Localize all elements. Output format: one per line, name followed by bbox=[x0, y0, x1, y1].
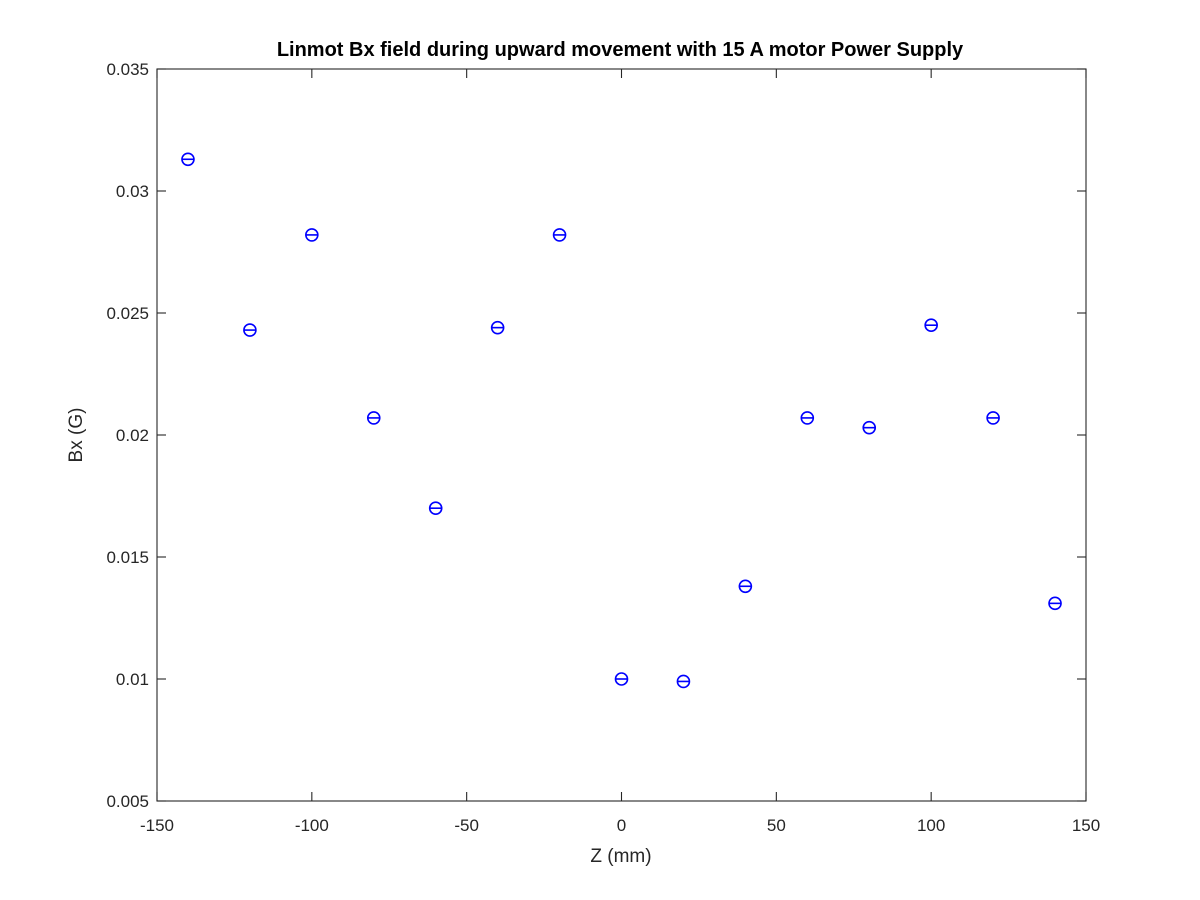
data-point bbox=[862, 420, 877, 435]
data-point bbox=[800, 411, 815, 425]
x-tick-label: 0 bbox=[617, 816, 626, 835]
data-point bbox=[676, 674, 691, 689]
y-axis: 0.005 0.01 0.015 0.02 0.025 0.03 0.035 bbox=[106, 60, 1086, 811]
data-point bbox=[305, 228, 319, 242]
data-point bbox=[552, 228, 567, 242]
data-point bbox=[243, 323, 257, 337]
data-point bbox=[738, 579, 753, 594]
data-point bbox=[366, 411, 381, 425]
x-tick-label: 150 bbox=[1072, 816, 1100, 835]
x-tick-label: 100 bbox=[917, 816, 945, 835]
x-tick-label: -150 bbox=[140, 816, 174, 835]
y-axis-label: Bx (G) bbox=[66, 408, 87, 463]
data-point bbox=[1048, 596, 1062, 611]
y-tick-label: 0.01 bbox=[116, 670, 149, 689]
plot-area-frame bbox=[156, 68, 1087, 802]
x-axis: -150 -100 -50 0 50 100 150 bbox=[140, 69, 1100, 835]
data-point bbox=[924, 318, 938, 333]
y-tick-label: 0.005 bbox=[106, 792, 149, 811]
x-tick-label: 50 bbox=[767, 816, 786, 835]
y-tick-label: 0.015 bbox=[106, 548, 149, 567]
data-point bbox=[181, 152, 195, 167]
chart-title: Linmot Bx field during upward movement w… bbox=[277, 39, 964, 61]
y-tick-label: 0.035 bbox=[106, 60, 149, 79]
data-point bbox=[614, 672, 629, 686]
data-point bbox=[986, 411, 1000, 425]
y-tick-label: 0.025 bbox=[106, 304, 149, 323]
data-point bbox=[490, 320, 505, 335]
x-tick-label: -100 bbox=[295, 816, 329, 835]
y-tick-label: 0.02 bbox=[116, 426, 149, 445]
y-tick-label: 0.03 bbox=[116, 182, 149, 201]
data-points bbox=[181, 152, 1062, 689]
x-axis-label: Z (mm) bbox=[590, 846, 651, 867]
data-point bbox=[428, 501, 443, 516]
x-tick-label: -50 bbox=[454, 816, 479, 835]
